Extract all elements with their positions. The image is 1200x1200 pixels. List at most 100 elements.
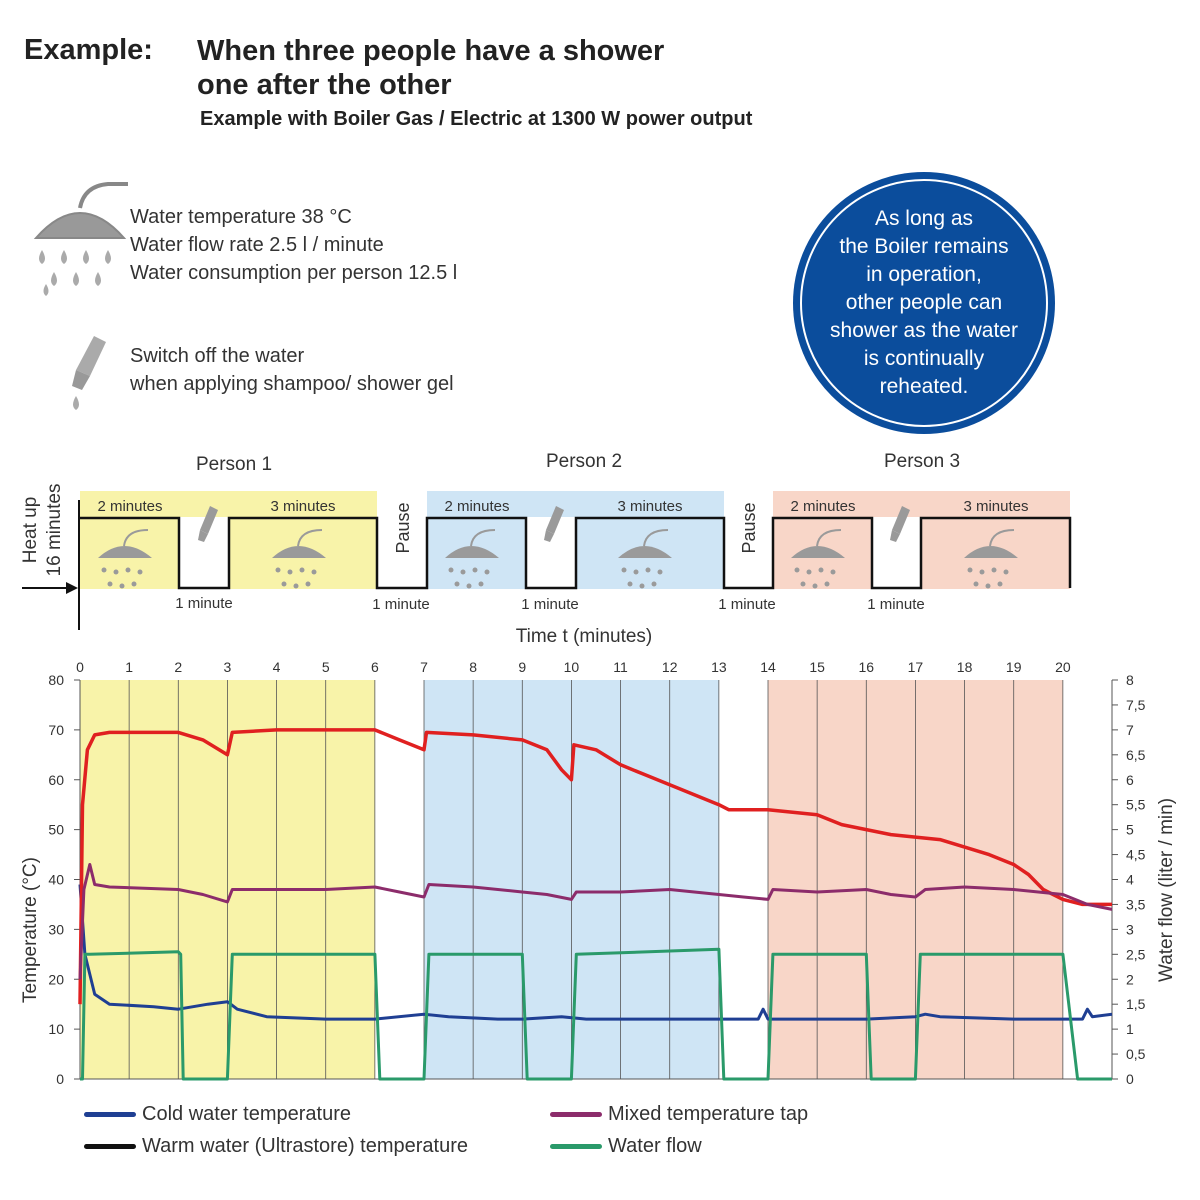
callout-line: As long as [874, 207, 974, 230]
shower-head-icon [445, 529, 499, 589]
callout-text: As long as the Boiler remains in operati… [800, 179, 1048, 427]
y2-tick-label: 2 [1126, 971, 1134, 987]
y-tick-label: 50 [48, 822, 64, 838]
shower-head-icon [618, 529, 672, 589]
y-tick-label: 80 [48, 672, 64, 688]
y2-tick-label: 8 [1126, 672, 1134, 688]
series-line [80, 947, 1112, 1081]
y2-tick-label: 3 [1126, 921, 1134, 937]
y2-tick-label: 7 [1126, 722, 1134, 738]
info-line: Water flow rate 2.5 l / minute [130, 234, 384, 256]
legend-cold: Cold water temperature [84, 1103, 351, 1126]
band-person-3-head [773, 491, 1070, 517]
band-person-1-head [80, 491, 377, 517]
schedule-step-line [80, 516, 1072, 590]
two-minutes-label: 2 minutes [97, 498, 162, 515]
info-line: when applying shampoo/ shower gel [130, 373, 454, 395]
y2-tick-label: 2,5 [1126, 946, 1146, 962]
info-line: Water temperature 38 °C [130, 206, 352, 228]
heat-up-duration-label: 16 minutes [44, 484, 65, 577]
y2-tick-label: 6 [1126, 772, 1134, 788]
time-axis-label: Time t (minutes) [516, 626, 653, 647]
y2-tick-label: 5 [1126, 822, 1134, 838]
info-line: Water consumption per person 12.5 l [130, 262, 458, 284]
x-tick-label: 3 [224, 659, 232, 675]
x-tick-label: 15 [809, 659, 825, 675]
x-tick-label: 14 [760, 659, 776, 675]
shower-head-icon [964, 529, 1018, 589]
shower-schedule: Person 1 Person 2 Person 3 2 minutes 3 m… [20, 451, 1072, 647]
page-subtitle: Example with Boiler Gas / Electric at 13… [200, 108, 753, 130]
two-minutes-label: 2 minutes [444, 498, 509, 515]
title-line-1: When three people have a shower [197, 35, 665, 67]
x-tick-label: 6 [371, 659, 379, 675]
x-tick-label: 9 [518, 659, 526, 675]
one-minute-label: 1 minute [372, 596, 430, 613]
x-tick-label: 4 [273, 659, 281, 675]
y-tick-label: 40 [48, 872, 64, 888]
legend-label: Warm water (Ultrastore) temperature [142, 1135, 468, 1157]
callout-line: shower as the water [830, 319, 1018, 342]
y-tick-label: 60 [48, 772, 64, 788]
one-minute-label: 1 minute [175, 595, 233, 612]
page-title: When three people have a shower one afte… [197, 34, 664, 102]
one-minute-label: 1 minute [867, 596, 925, 613]
example-label: Example: [24, 34, 153, 66]
y-tick-label: 30 [48, 921, 64, 937]
y2-tick-label: 0 [1126, 1071, 1134, 1087]
legend-label: Water flow [608, 1135, 702, 1157]
y-tick-label: 10 [48, 1021, 64, 1037]
y-tick-label: 70 [48, 722, 64, 738]
x-tick-label: 20 [1055, 659, 1071, 675]
temperature-flow-chart: 0 1 2 3 4 5 6 7 8 9 10 11 12 13 14 15 16 17 18 19 2001020304… [20, 659, 1177, 1087]
x-tick-label: 8 [469, 659, 477, 675]
legend-swatch [550, 1112, 602, 1117]
x-tick-label: 16 [858, 659, 874, 675]
x-tick-label: 10 [564, 659, 580, 675]
shower-head-icon [791, 529, 845, 589]
x-tick-label: 12 [662, 659, 678, 675]
pause-label: Pause [393, 502, 413, 553]
shampoo-bottle-icon [72, 336, 106, 410]
shower-head-icon [272, 529, 326, 589]
heat-up-label: Heat up [20, 497, 41, 564]
y2-axis-label: Water flow (liter / min) [1156, 798, 1177, 982]
y2-tick-label: 1 [1126, 1021, 1134, 1037]
person-1-label: Person 1 [196, 454, 272, 475]
x-tick-label: 5 [322, 659, 330, 675]
y-tick-label: 0 [56, 1071, 64, 1087]
shower-info: Water temperature 38 °C Water flow rate … [130, 203, 457, 287]
legend-swatch [550, 1144, 602, 1149]
three-minutes-label: 3 minutes [963, 498, 1028, 515]
two-minutes-label: 2 minutes [790, 498, 855, 515]
x-tick-label: 11 [613, 659, 628, 675]
one-minute-label: 1 minute [521, 596, 579, 613]
shampoo-bottle-icon [544, 506, 564, 542]
band-person-2-head [427, 491, 724, 517]
y2-tick-label: 0,5 [1126, 1046, 1146, 1062]
info-line: Switch off the water [130, 345, 305, 367]
x-tick-label: 7 [420, 659, 428, 675]
shampoo-info: Switch off the water when applying shamp… [130, 342, 454, 398]
y2-tick-label: 4 [1126, 872, 1134, 888]
x-tick-label: 19 [1006, 659, 1022, 675]
legend-label: Mixed temperature tap [608, 1103, 809, 1125]
legend-flow: Water flow [550, 1135, 702, 1158]
legend-mixed: Mixed temperature tap [550, 1103, 808, 1126]
x-tick-label: 17 [908, 659, 924, 675]
y2-tick-label: 7,5 [1126, 697, 1146, 713]
x-tick-label: 1 [125, 659, 133, 675]
person-3-label: Person 3 [884, 451, 960, 472]
x-tick-label: 13 [711, 659, 727, 675]
x-tick-label: 2 [174, 659, 182, 675]
legend-swatch [84, 1144, 136, 1149]
y2-tick-label: 5,5 [1126, 797, 1146, 813]
y-axis-label: Temperature (°C) [20, 857, 41, 1003]
callout-line: reheated. [879, 375, 969, 398]
person-2-label: Person 2 [546, 451, 622, 472]
callout-line: the Boiler remains [839, 235, 1009, 258]
legend-warm: Warm water (Ultrastore) temperature [84, 1135, 468, 1158]
pause-label: Pause [739, 502, 759, 553]
series-line [78, 728, 1112, 1005]
y2-tick-label: 6,5 [1126, 747, 1146, 763]
